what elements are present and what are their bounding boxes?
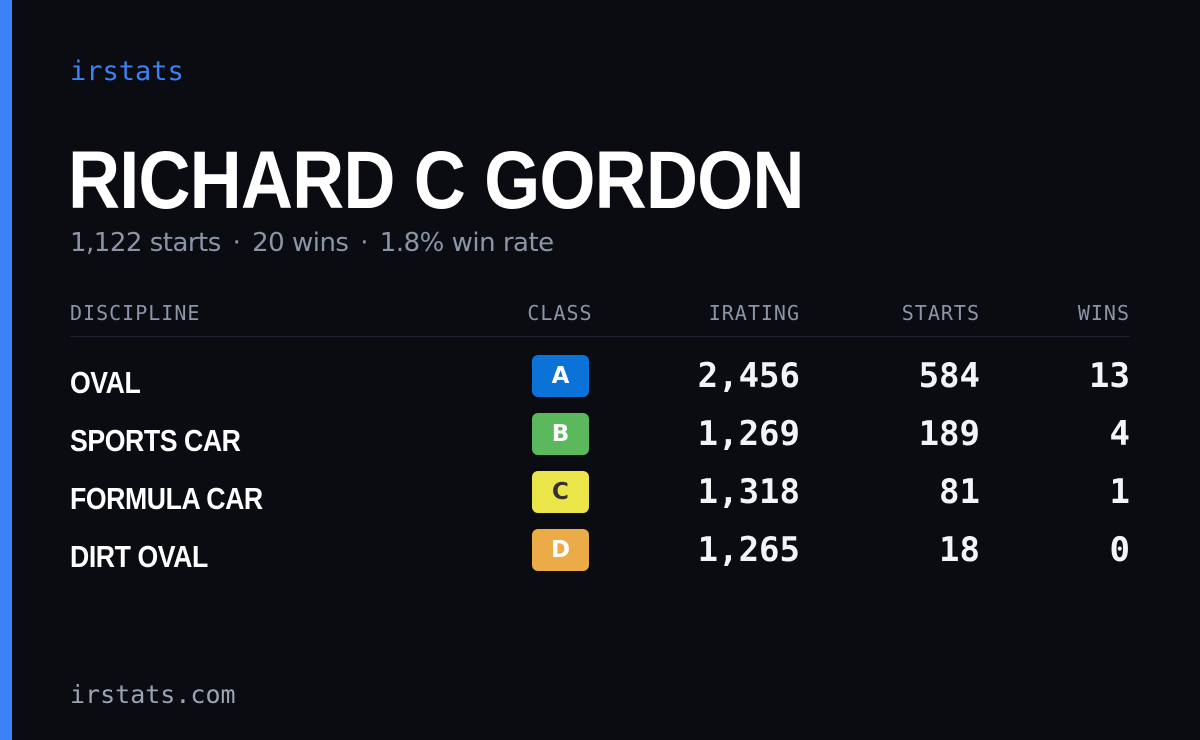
class-badge: C: [532, 471, 589, 513]
header-starts: STARTS: [901, 301, 980, 325]
driver-summary: 1,122 starts · 20 wins · 1.8% win rate: [70, 228, 554, 258]
header-irating: IRATING: [708, 301, 800, 325]
starts-value: 81: [939, 472, 980, 512]
table-row: OVAL A 2,456 584 13: [70, 351, 1130, 409]
footer-domain[interactable]: irstats.com: [70, 680, 236, 709]
header-discipline: DISCIPLINE: [70, 301, 201, 325]
summary-wins: 20 wins: [252, 228, 349, 258]
summary-separator: ·: [360, 228, 369, 258]
class-badge: A: [532, 355, 589, 397]
summary-separator: ·: [232, 228, 241, 258]
starts-value: 189: [918, 414, 980, 454]
discipline-name: OVAL: [70, 365, 141, 400]
wins-value: 0: [1109, 530, 1130, 570]
summary-starts: 1,122 starts: [70, 228, 221, 258]
summary-win-rate: 1.8% win rate: [379, 228, 554, 258]
irating-value: 2,456: [697, 356, 800, 396]
accent-bar: [0, 0, 12, 740]
discipline-name: SPORTS CAR: [70, 423, 241, 458]
discipline-name: DIRT OVAL: [70, 539, 208, 574]
discipline-stats-table: DISCIPLINE CLASS IRATING STARTS WINS OVA…: [70, 296, 1130, 583]
wins-value: 4: [1109, 414, 1130, 454]
class-badge: B: [532, 413, 589, 455]
table-header: DISCIPLINE CLASS IRATING STARTS WINS: [70, 296, 1130, 337]
table-body: OVAL A 2,456 584 13 SPORTS CAR B 1,269 1…: [70, 337, 1130, 583]
discipline-name: FORMULA CAR: [70, 481, 263, 516]
header-class: CLASS: [527, 301, 593, 325]
starts-value: 18: [939, 530, 980, 570]
wins-value: 1: [1109, 472, 1130, 512]
wins-value: 13: [1089, 356, 1130, 396]
table-row: FORMULA CAR C 1,318 81 1: [70, 467, 1130, 525]
irating-value: 1,318: [697, 472, 800, 512]
class-badge: D: [532, 529, 589, 571]
brand-logo-text[interactable]: irstats: [70, 56, 184, 87]
header-wins: WINS: [1077, 301, 1130, 325]
irating-value: 1,265: [697, 530, 800, 570]
starts-value: 584: [918, 356, 980, 396]
driver-name: RICHARD C GORDON: [68, 135, 804, 226]
table-row: SPORTS CAR B 1,269 189 4: [70, 409, 1130, 467]
irating-value: 1,269: [697, 414, 800, 454]
table-row: DIRT OVAL D 1,265 18 0: [70, 525, 1130, 583]
